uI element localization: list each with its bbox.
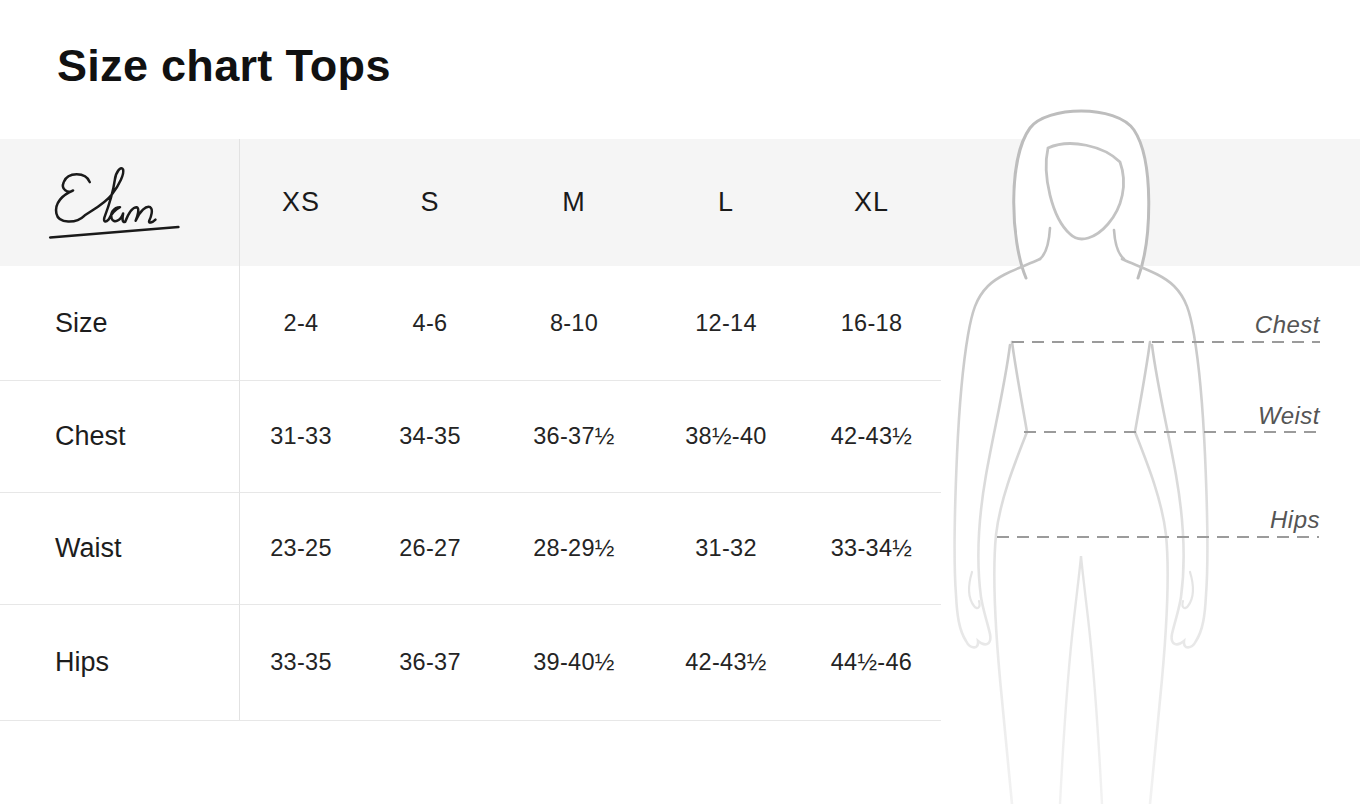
size-s: 4-6 <box>362 266 498 380</box>
row-label-chest: Chest <box>0 380 240 492</box>
table-bottom-divider <box>0 720 941 721</box>
waist-measure-line <box>1024 431 1320 433</box>
row-label-waist: Waist <box>0 492 240 604</box>
hips-s: 36-37 <box>362 604 498 720</box>
waist-xl: 33-34½ <box>802 492 941 604</box>
row-label-size: Size <box>0 266 240 380</box>
chest-measure-label: Chest <box>1150 311 1320 339</box>
chest-xl: 42-43½ <box>802 380 941 492</box>
size-m: 8-10 <box>498 266 650 380</box>
hips-xl: 44½-46 <box>802 604 941 720</box>
page-title: Size chart Tops <box>57 40 391 92</box>
col-header-m: M <box>498 139 650 266</box>
chest-xs: 31-33 <box>240 380 362 492</box>
size-xl: 16-18 <box>802 266 941 380</box>
brand-logo-elan <box>47 161 193 245</box>
hips-m: 39-40½ <box>498 604 650 720</box>
waist-m: 28-29½ <box>498 492 650 604</box>
chest-l: 38½-40 <box>650 380 802 492</box>
waist-s: 26-27 <box>362 492 498 604</box>
waist-l: 31-32 <box>650 492 802 604</box>
chest-s: 34-35 <box>362 380 498 492</box>
col-header-xl: XL <box>802 139 941 266</box>
brand-logo-cell <box>0 139 240 266</box>
left-arm-outline <box>954 259 1040 647</box>
size-table: XS S M L XL Size 2-4 4-6 8-10 12-14 16-1… <box>0 139 941 720</box>
col-header-xs: XS <box>240 139 362 266</box>
col-header-s: S <box>362 139 498 266</box>
female-silhouette-illustration <box>950 104 1360 804</box>
hips-measure-label: Hips <box>1150 506 1320 534</box>
size-xs: 2-4 <box>240 266 362 380</box>
hips-measure-line <box>997 536 1319 538</box>
size-chart-page: Size chart Tops <box>0 0 1360 804</box>
waist-measure-label: Weist <box>1150 402 1320 430</box>
waist-xs: 23-25 <box>240 492 362 604</box>
col-header-l: L <box>650 139 802 266</box>
row-label-hips: Hips <box>0 604 240 720</box>
chest-m: 36-37½ <box>498 380 650 492</box>
hips-l: 42-43½ <box>650 604 802 720</box>
hips-xs: 33-35 <box>240 604 362 720</box>
chest-measure-line <box>1012 341 1320 343</box>
size-l: 12-14 <box>650 266 802 380</box>
inner-legs-outline <box>1060 556 1102 804</box>
